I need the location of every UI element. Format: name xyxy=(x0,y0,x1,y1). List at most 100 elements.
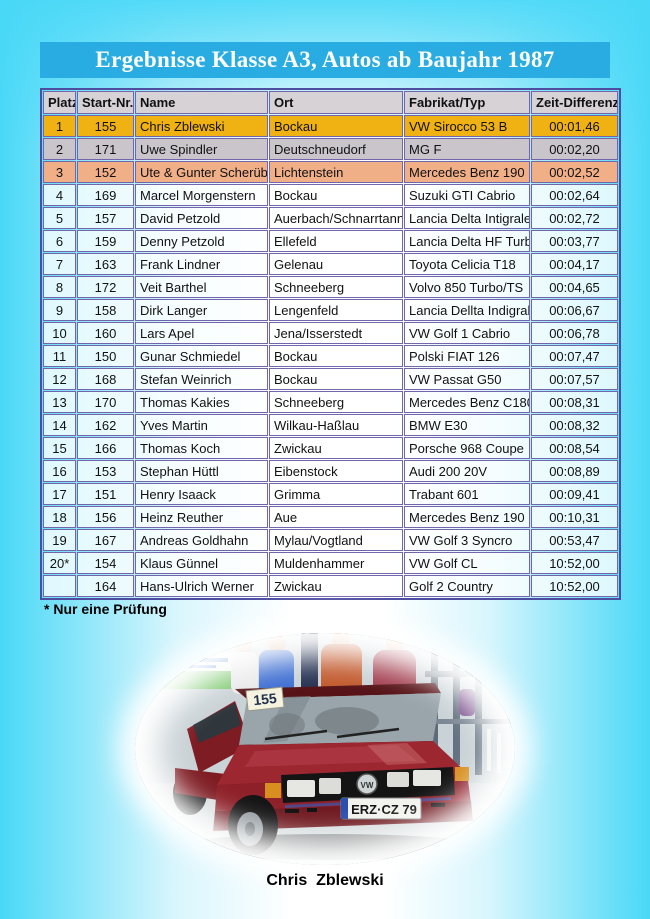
name-cell: Denny Petzold xyxy=(135,230,268,252)
startnr-cell: 153 xyxy=(77,460,134,482)
name-cell: Thomas Kakies xyxy=(135,391,268,413)
license-plate: ERZ·CZ 79 xyxy=(340,797,422,820)
platz-cell: 15 xyxy=(43,437,76,459)
results-table: Platz Start-Nr. Name Ort Fabrikat/Typ Ze… xyxy=(40,88,621,600)
poster xyxy=(161,653,239,689)
name-cell: Yves Martin xyxy=(135,414,268,436)
startnr-cell: 159 xyxy=(77,230,134,252)
ort-cell: Jena/Isserstedt xyxy=(269,322,403,344)
race-number-card: 155 xyxy=(245,686,285,712)
zeit-cell: 00:02,72 xyxy=(531,207,618,229)
headlight-inner-right xyxy=(387,772,409,787)
platz-cell: 2 xyxy=(43,138,76,160)
column-header-zeit: Zeit-Differenz xyxy=(531,91,618,114)
startnr-cell: 169 xyxy=(77,184,134,206)
table-row: 14 162 Yves Martin Wilkau-Haßlau BMW E30 00:0… xyxy=(43,414,618,436)
name-cell: Gunar Schmiedel xyxy=(135,345,268,367)
table-row: 17 151 Henry Isaack Grimma Trabant 601 00:09,… xyxy=(43,483,618,505)
startnr-cell: 155 xyxy=(77,115,134,137)
ort-cell: Wilkau-Haßlau xyxy=(269,414,403,436)
page-title: Ergebnisse Klasse A3, Autos ab Baujahr 1… xyxy=(95,47,555,72)
startnr-cell: 154 xyxy=(77,552,134,574)
platz-cell xyxy=(43,575,76,597)
car-photo-scene: VW 155 ERZ·CZ 79 xyxy=(135,633,515,865)
name-cell: Uwe Spindler xyxy=(135,138,268,160)
zeit-cell: 00:07,57 xyxy=(531,368,618,390)
zeit-cell: 00:06,67 xyxy=(531,299,618,321)
headlight-outer-right xyxy=(413,770,441,786)
footnote: * Nur eine Prüfung xyxy=(44,601,167,617)
side-window xyxy=(193,703,241,743)
fabrikat-cell: Polski FIAT 126 xyxy=(404,345,530,367)
name-cell: Heinz Reuther xyxy=(135,506,268,528)
name-cell: Henry Isaack xyxy=(135,483,268,505)
fabrikat-cell: Audi 200 20V xyxy=(404,460,530,482)
ort-cell: Muldenhammer xyxy=(269,552,403,574)
platz-cell: 8 xyxy=(43,276,76,298)
ort-cell: Aue xyxy=(269,506,403,528)
ort-cell: Mylau/Vogtland xyxy=(269,529,403,551)
platz-cell: 1 xyxy=(43,115,76,137)
fabrikat-cell: VW Golf CL xyxy=(404,552,530,574)
fabrikat-cell: Lancia Delta HF Turbo xyxy=(404,230,530,252)
table-row: 3 152 Ute & Gunter Scherübl Lichtenstein Mer… xyxy=(43,161,618,183)
startnr-cell: 164 xyxy=(77,575,134,597)
zeit-cell: 00:08,32 xyxy=(531,414,618,436)
platz-cell: 19 xyxy=(43,529,76,551)
fabrikat-cell: Lancia Delta Intigrale xyxy=(404,207,530,229)
car-shadow xyxy=(172,834,488,860)
platz-cell: 11 xyxy=(43,345,76,367)
photo-caption: Chris Zblewski xyxy=(266,872,384,889)
ort-cell: Bockau xyxy=(269,345,403,367)
startnr-cell: 151 xyxy=(77,483,134,505)
fabrikat-cell: VW Golf 3 Syncro xyxy=(404,529,530,551)
startnr-cell: 166 xyxy=(77,437,134,459)
fabrikat-cell: VW Passat G50 xyxy=(404,368,530,390)
car: VW 155 ERZ·CZ 79 xyxy=(173,683,473,855)
zeit-cell: 00:06,78 xyxy=(531,322,618,344)
table-row: 9 158 Dirk Langer Lengenfeld Lancia Dellta I… xyxy=(43,299,618,321)
startnr-cell: 160 xyxy=(77,322,134,344)
startnr-cell: 172 xyxy=(77,276,134,298)
fabrikat-cell: Mercedes Benz 190 xyxy=(404,161,530,183)
indicator-left xyxy=(265,783,281,798)
zeit-cell: 00:10,31 xyxy=(531,506,618,528)
car-photo: VW 155 ERZ·CZ 79 xyxy=(135,633,515,865)
platz-cell: 18 xyxy=(43,506,76,528)
fabrikat-cell: Volvo 850 Turbo/TS xyxy=(404,276,530,298)
table-row: 11 150 Gunar Schmiedel Bockau Polski FIAT 12… xyxy=(43,345,618,367)
ort-cell: Lengenfeld xyxy=(269,299,403,321)
startnr-cell: 156 xyxy=(77,506,134,528)
svg-text:VW: VW xyxy=(361,781,374,790)
platz-cell: 3 xyxy=(43,161,76,183)
column-header-platz: Platz xyxy=(43,91,76,114)
column-header-fabrikat: Fabrikat/Typ xyxy=(404,91,530,114)
vw-badge xyxy=(356,773,378,795)
platz-cell: 6 xyxy=(43,230,76,252)
ort-cell: Auerbach/Schnarrtanne xyxy=(269,207,403,229)
platz-cell: 14 xyxy=(43,414,76,436)
ort-cell: Bockau xyxy=(269,184,403,206)
startnr-cell: 167 xyxy=(77,529,134,551)
column-header-name: Name xyxy=(135,91,268,114)
ort-cell: Grimma xyxy=(269,483,403,505)
platz-cell: 9 xyxy=(43,299,76,321)
table-row: 2 171 Uwe Spindler Deutschneudorf MG F 00:02,… xyxy=(43,138,618,160)
name-cell: Chris Zblewski xyxy=(135,115,268,137)
roof xyxy=(235,683,441,699)
zeit-cell: 00:02,52 xyxy=(531,161,618,183)
startnr-cell: 158 xyxy=(77,299,134,321)
name-cell: Stefan Weinrich xyxy=(135,368,268,390)
table-row: 164 Hans-Ulrich Werner Zwickau Golf 2 Count… xyxy=(43,575,618,597)
zeit-cell: 10:52,00 xyxy=(531,575,618,597)
zeit-cell: 00:02,20 xyxy=(531,138,618,160)
spectators xyxy=(231,633,416,702)
platz-cell: 13 xyxy=(43,391,76,413)
ort-cell: Eibenstock xyxy=(269,460,403,482)
zeit-cell: 00:01,46 xyxy=(531,115,618,137)
headlight-inner-left xyxy=(319,778,341,794)
startnr-cell: 157 xyxy=(77,207,134,229)
zeit-cell: 00:53,47 xyxy=(531,529,618,551)
startnr-cell: 152 xyxy=(77,161,134,183)
